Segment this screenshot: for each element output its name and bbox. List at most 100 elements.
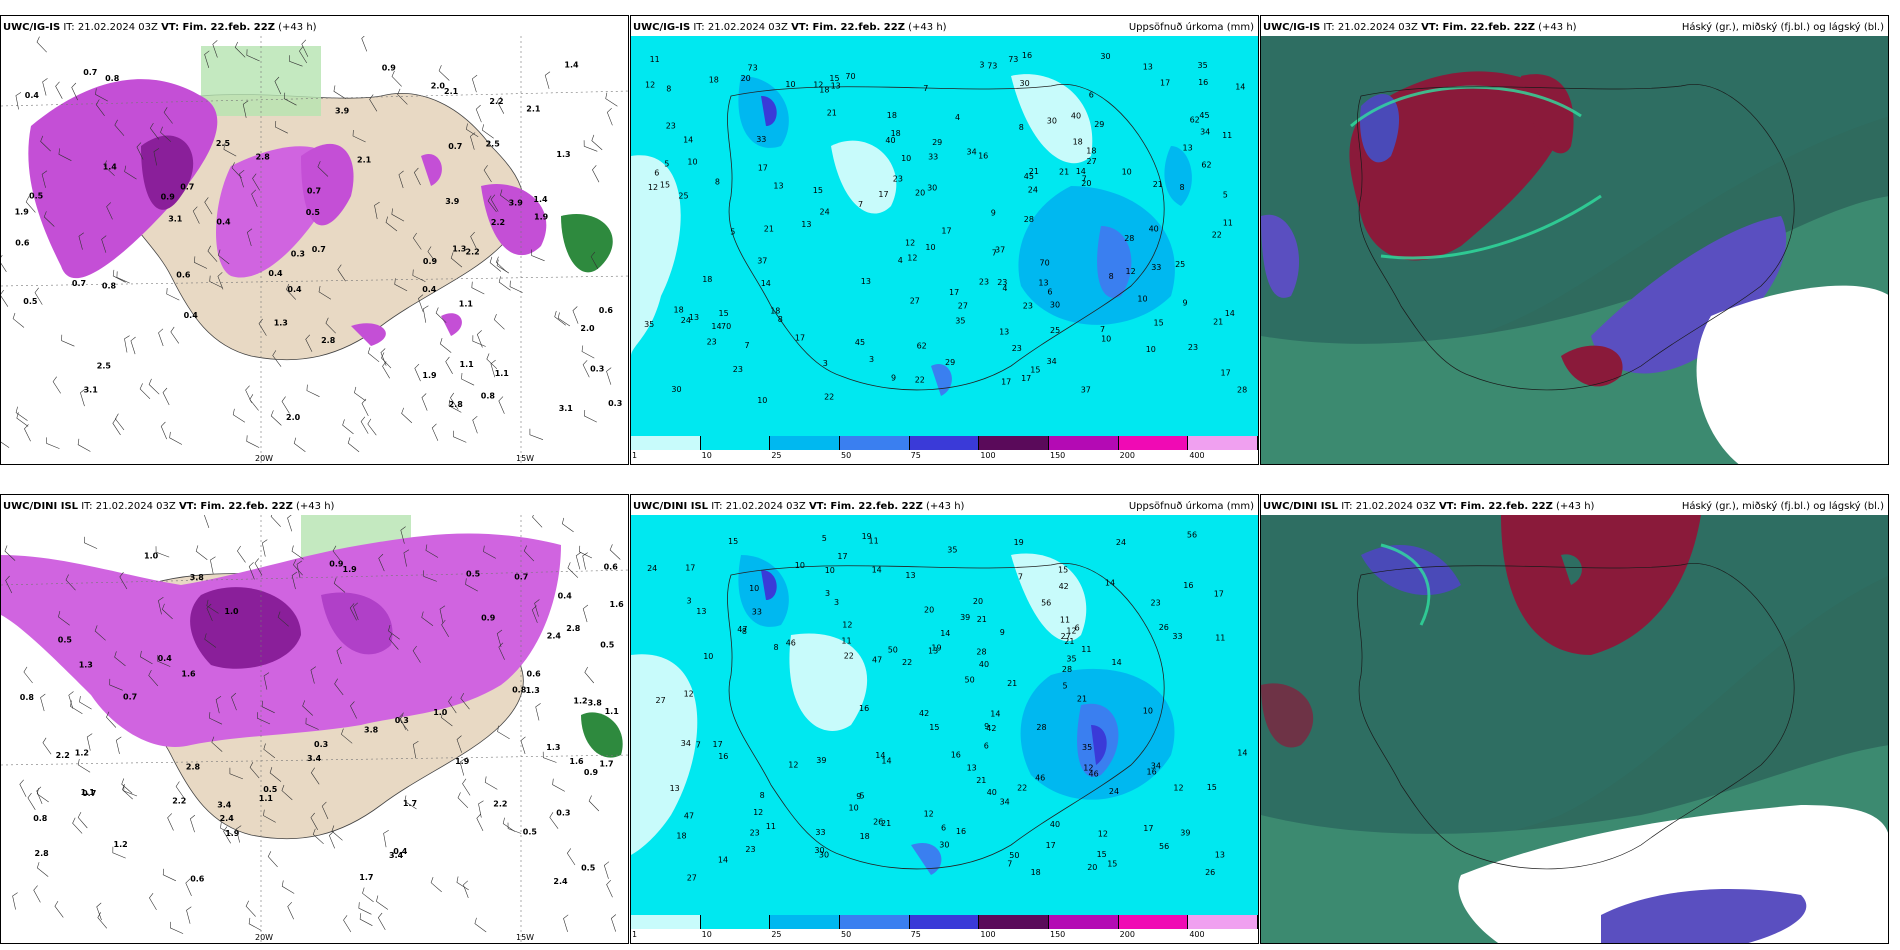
wind-barb	[12, 892, 18, 910]
wind-barb	[251, 189, 258, 207]
value-label: 16	[1022, 51, 1032, 60]
panel-subtitle: Uppsöfnuð úrkoma (mm)	[1128, 22, 1254, 33]
wind-barb	[441, 619, 449, 637]
wind-barb	[378, 553, 385, 572]
value-label: 1.4	[533, 195, 548, 204]
value-label: 47	[737, 625, 747, 634]
wind-barb	[450, 252, 463, 268]
colorbar-tick: 75	[910, 451, 921, 460]
value-label: 2.2	[466, 248, 480, 257]
value-label: 45	[1199, 111, 1209, 120]
value-label: 11	[1223, 218, 1233, 227]
wind-barb	[544, 71, 551, 89]
wind-barb	[256, 712, 271, 725]
wind-barb	[398, 170, 404, 189]
value-label: 42	[1059, 582, 1069, 591]
wind-barb	[263, 809, 276, 823]
wind-barb	[453, 430, 467, 443]
value-label: 13	[967, 764, 977, 773]
wind-barb	[435, 307, 447, 323]
wind-barb	[16, 412, 29, 427]
value-label: 33	[928, 153, 938, 162]
wind-barb	[578, 545, 593, 559]
wind-barb	[590, 251, 599, 269]
wind-barb	[281, 784, 293, 801]
wind-barb	[261, 539, 268, 557]
value-label: 4	[898, 256, 903, 265]
value-label: 0.5	[523, 827, 538, 836]
value-label: 15	[719, 309, 729, 318]
colorbar-cell	[770, 436, 840, 450]
value-label: 0.9	[584, 768, 599, 777]
value-label: 14	[1235, 82, 1245, 91]
panel-subtitle: Uppsöfnuð úrkoma (mm)	[1128, 501, 1254, 512]
wind-barb	[281, 880, 295, 894]
value-label: 7	[1100, 325, 1105, 334]
value-label: 40	[1050, 820, 1060, 829]
wind-barb	[305, 717, 319, 730]
panel-dini-cloud: UWC/DINI ISL IT: 21.02.2024 03Z VT: Fim.…	[1260, 494, 1889, 944]
wind-barb	[507, 822, 522, 834]
value-label: 5	[1223, 190, 1228, 199]
wind-barb	[195, 545, 208, 560]
value-label: 14	[875, 751, 885, 760]
wind-barb	[448, 696, 457, 714]
value-label: 42	[919, 709, 929, 718]
value-label: 3	[869, 355, 874, 364]
wind-barb	[283, 92, 297, 106]
value-label: 12	[924, 810, 934, 819]
value-label: 7	[992, 249, 997, 258]
wind-barb	[367, 347, 380, 363]
value-label: 3.9	[509, 199, 524, 208]
wind-barb	[140, 650, 153, 665]
wind-barb	[532, 515, 543, 528]
wind-barb	[246, 435, 260, 448]
value-label: 15	[1207, 783, 1217, 792]
wind-barb	[162, 387, 170, 406]
wind-barb	[498, 396, 505, 414]
wind-barb	[155, 546, 170, 558]
wind-barb	[489, 256, 502, 272]
value-label: 17	[1001, 378, 1011, 387]
value-label: 13	[999, 328, 1009, 337]
wind-barb	[438, 65, 450, 81]
value-label: 14	[1225, 309, 1235, 318]
value-label: 11	[1081, 645, 1091, 654]
wind-barb	[391, 208, 405, 222]
value-label: 0.8	[512, 686, 527, 695]
wind-barb	[157, 654, 171, 667]
wind-barb	[148, 669, 159, 687]
value-label: 14	[683, 136, 693, 145]
wind-barb	[302, 700, 314, 716]
value-label: 0.4	[216, 218, 231, 227]
wind-barb	[209, 712, 223, 725]
colorbar-cell	[979, 915, 1049, 929]
wind-barb	[412, 269, 426, 282]
value-label: 26	[873, 818, 883, 827]
value-label: 8	[1019, 123, 1024, 132]
wind-value-labels: 0.4 0.6 3.9 2.0 1.9 2.5 1.4 0.7 0.3 0.8 1.3 0.9 0.5 1…	[15, 60, 623, 422]
value-label: 1.0	[144, 552, 159, 561]
value-label: 34	[1151, 761, 1161, 770]
lon-label-20w: 20W	[255, 454, 273, 463]
value-label: 8	[760, 791, 765, 800]
wind-barb	[563, 914, 569, 932]
value-label: 28	[1024, 215, 1034, 224]
colorbar-tick: 50	[841, 930, 852, 939]
value-label: 1.1	[495, 369, 510, 378]
value-label: 3.8	[588, 698, 603, 707]
wind-barb	[334, 678, 344, 696]
wind-barb	[592, 165, 600, 183]
value-label: 23	[979, 278, 989, 287]
value-label: 3	[834, 598, 839, 607]
wind-barb	[40, 693, 46, 712]
value-label: 29	[1094, 120, 1104, 129]
value-label: 6	[654, 169, 659, 178]
wind-barb	[471, 74, 478, 93]
wind-barb	[36, 786, 43, 805]
wind-barb	[439, 605, 446, 623]
value-label: 40	[979, 660, 989, 669]
panel-header: UWC/IG-IS IT: 21.02.2024 03Z VT: Fim. 22…	[633, 22, 947, 33]
colorbar-tick: 25	[771, 930, 782, 939]
wind-barb	[246, 49, 260, 62]
